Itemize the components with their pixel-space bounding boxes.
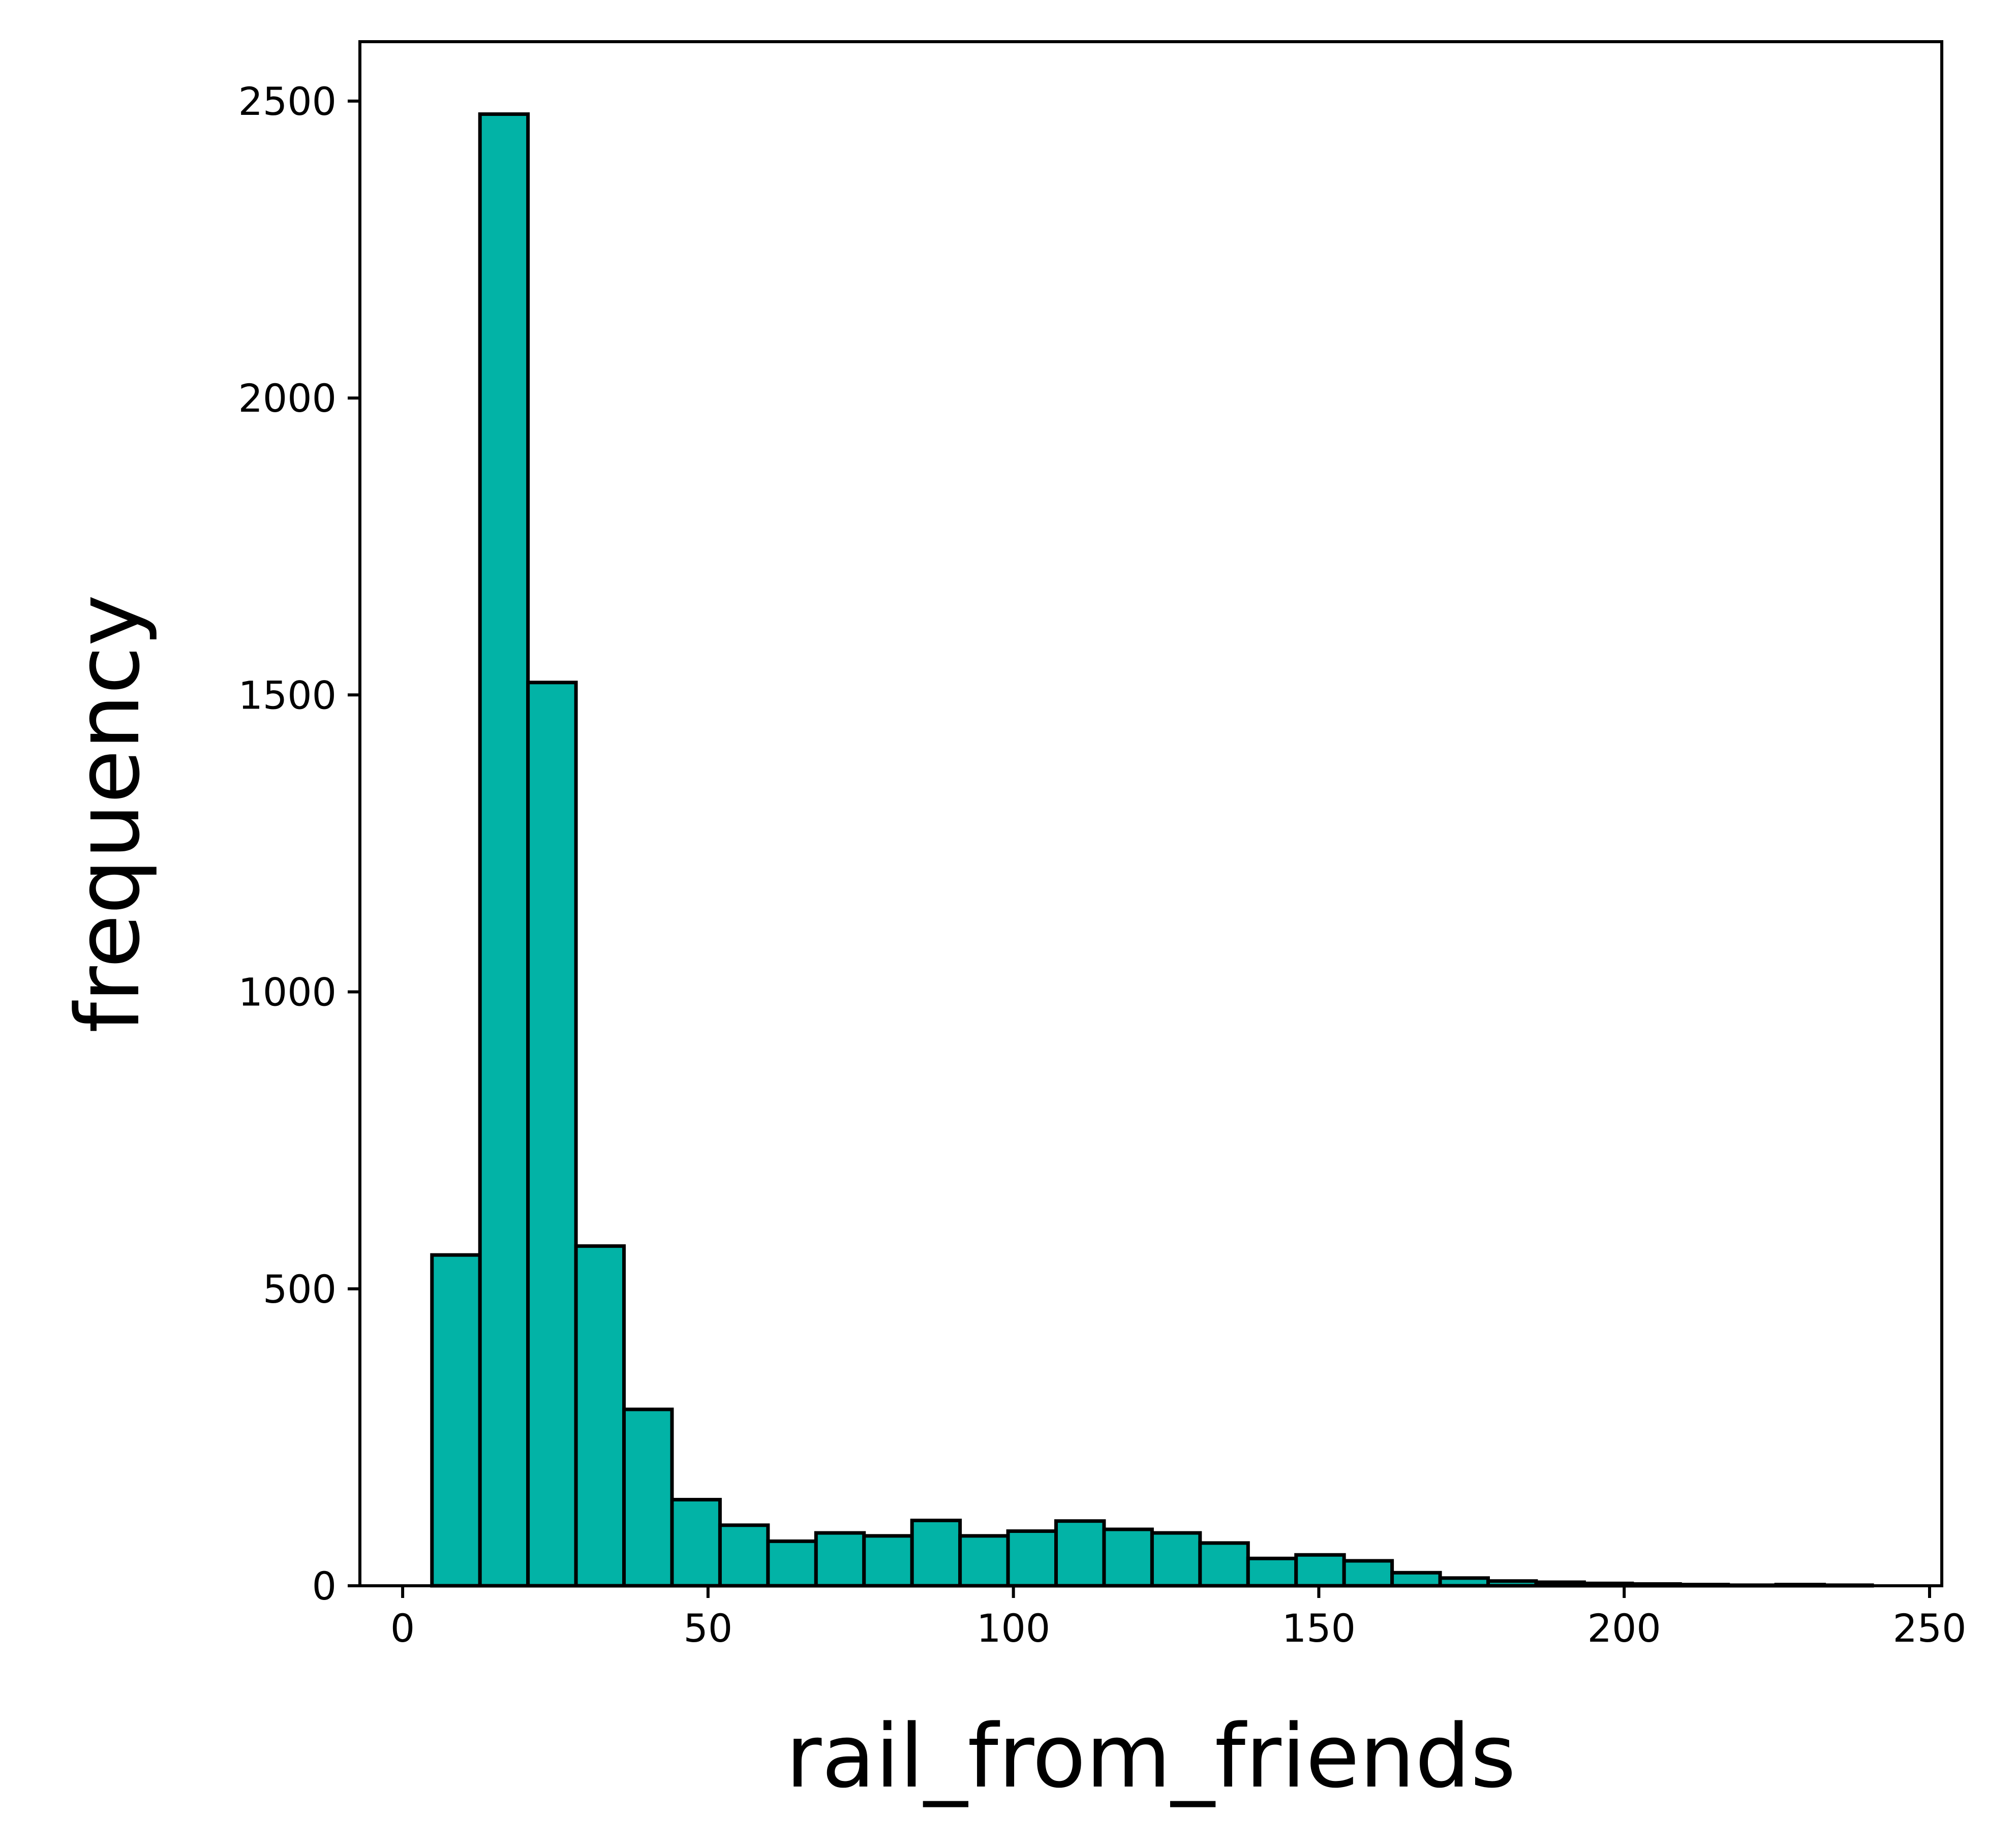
histogram-bar <box>1294 1553 1346 1588</box>
y-tick-label: 1000 <box>238 970 337 1015</box>
histogram-bar <box>1054 1519 1106 1588</box>
y-tick-label: 500 <box>263 1267 337 1312</box>
y-tick-label: 1500 <box>238 672 337 718</box>
histogram-bar <box>910 1518 962 1588</box>
x-tick-label: 150 <box>1282 1606 1356 1651</box>
x-axis-ticks: 0 50 100 150 200 250 <box>390 1586 1967 1651</box>
x-tick-label: 250 <box>1892 1606 1966 1651</box>
x-tick-label: 0 <box>390 1606 415 1651</box>
histogram-bar <box>1198 1541 1250 1588</box>
histogram-bar <box>958 1534 1010 1588</box>
y-tick-label: 0 <box>312 1563 337 1609</box>
histogram-bar <box>1150 1531 1202 1588</box>
y-axis-label: frequency <box>57 595 159 1033</box>
histogram-bar <box>622 1407 674 1588</box>
histogram-bar <box>670 1498 722 1588</box>
histogram-bar <box>574 1244 626 1588</box>
y-tick-label: 2000 <box>238 376 337 421</box>
histogram-bar <box>718 1523 770 1588</box>
x-tick-label: 200 <box>1587 1606 1661 1651</box>
histogram-bar <box>1342 1559 1394 1588</box>
y-tick-label: 2500 <box>238 79 337 124</box>
histogram-bars <box>430 112 1874 1588</box>
histogram-bar <box>1390 1571 1442 1588</box>
histogram-bar <box>1006 1529 1058 1588</box>
x-tick-label: 100 <box>976 1606 1050 1651</box>
y-axis-ticks: 0 500 1000 1500 2000 2500 <box>238 79 360 1609</box>
histogram-bar <box>814 1531 866 1588</box>
plot-frame <box>358 40 1943 1587</box>
histogram-bar <box>1102 1527 1154 1588</box>
histogram-bar <box>526 681 578 1588</box>
histogram-bar <box>862 1534 914 1588</box>
histogram-bar <box>478 112 530 1588</box>
x-tick-label: 50 <box>684 1606 733 1651</box>
x-axis-label: rail_from_friends <box>786 1705 1516 1807</box>
histogram-bar <box>430 1253 482 1588</box>
histogram-bar <box>1246 1556 1298 1588</box>
histogram-bar <box>766 1539 818 1588</box>
